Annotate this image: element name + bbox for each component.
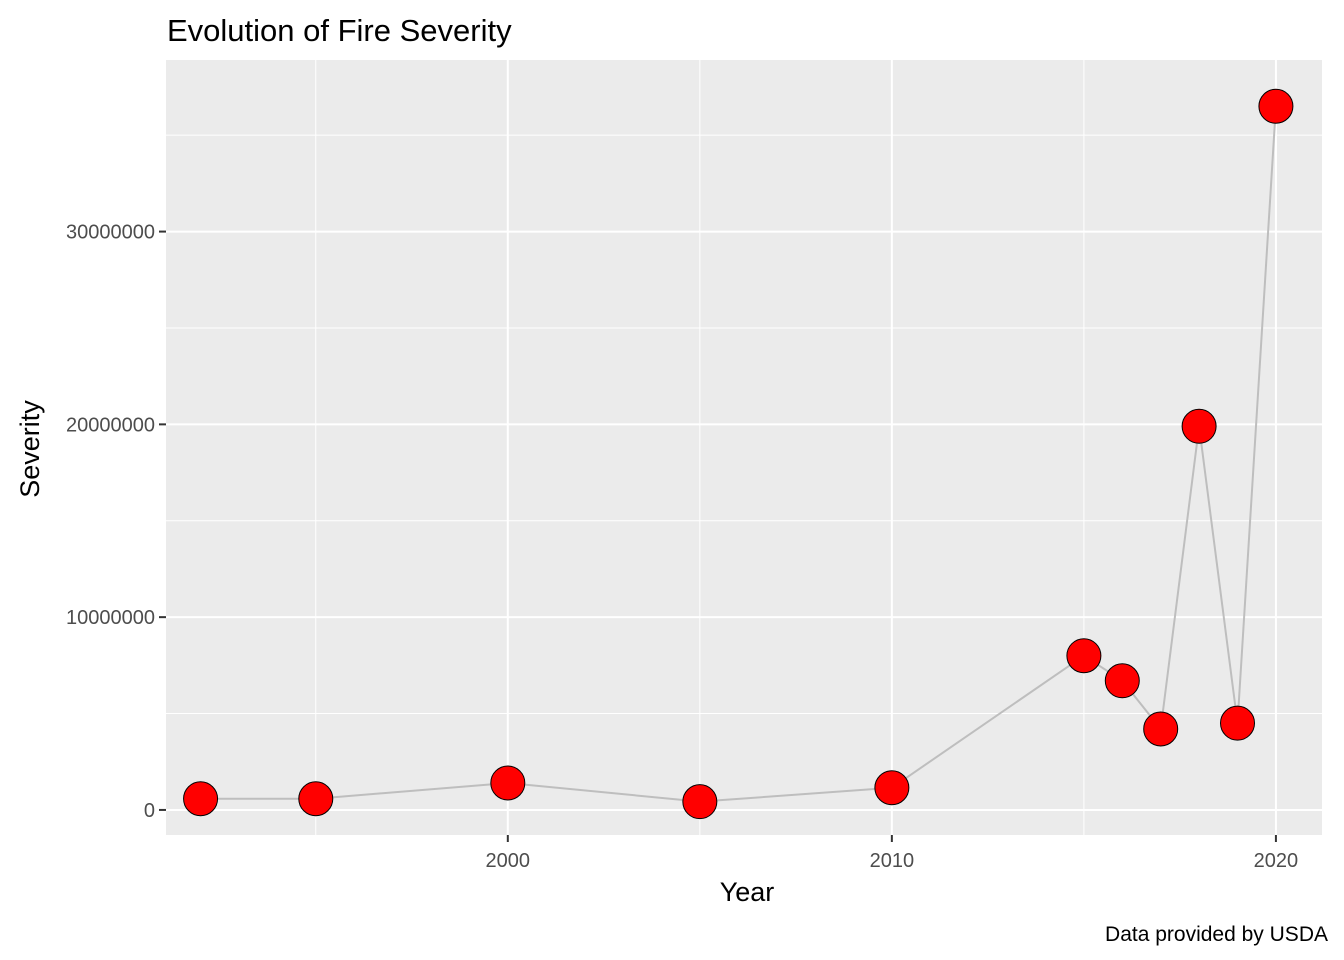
y-axis-title: Severity	[15, 400, 45, 498]
x-tick-label: 2020	[1254, 850, 1299, 872]
y-axis: 0 10000000 20000000 30000000	[66, 222, 166, 822]
x-tick-label: 2010	[870, 850, 915, 872]
grid-layer	[166, 60, 1322, 835]
x-tick-label: 2000	[486, 850, 531, 872]
y-tick-label: 30000000	[66, 222, 155, 244]
y-tick-label: 20000000	[66, 414, 155, 436]
y-tick-label: 0	[144, 800, 155, 822]
data-point	[298, 781, 334, 817]
data-point	[1181, 408, 1217, 444]
data-point	[1220, 705, 1256, 741]
data-point	[682, 784, 718, 820]
x-axis-title: Year	[720, 877, 775, 907]
data-point	[1066, 638, 1102, 674]
chart-title: Evolution of Fire Severity	[167, 13, 512, 48]
data-point	[874, 770, 910, 806]
data-point	[1104, 663, 1140, 699]
data-point	[183, 781, 219, 817]
series-layer	[183, 88, 1294, 820]
chart-caption: Data provided by USDA	[1105, 923, 1328, 946]
data-point	[1258, 88, 1294, 124]
plot-panel	[166, 60, 1322, 835]
data-point	[1143, 711, 1179, 747]
data-point	[490, 765, 526, 801]
y-tick-label: 10000000	[66, 607, 155, 629]
x-axis: 2000 2010 2020	[486, 835, 1299, 872]
